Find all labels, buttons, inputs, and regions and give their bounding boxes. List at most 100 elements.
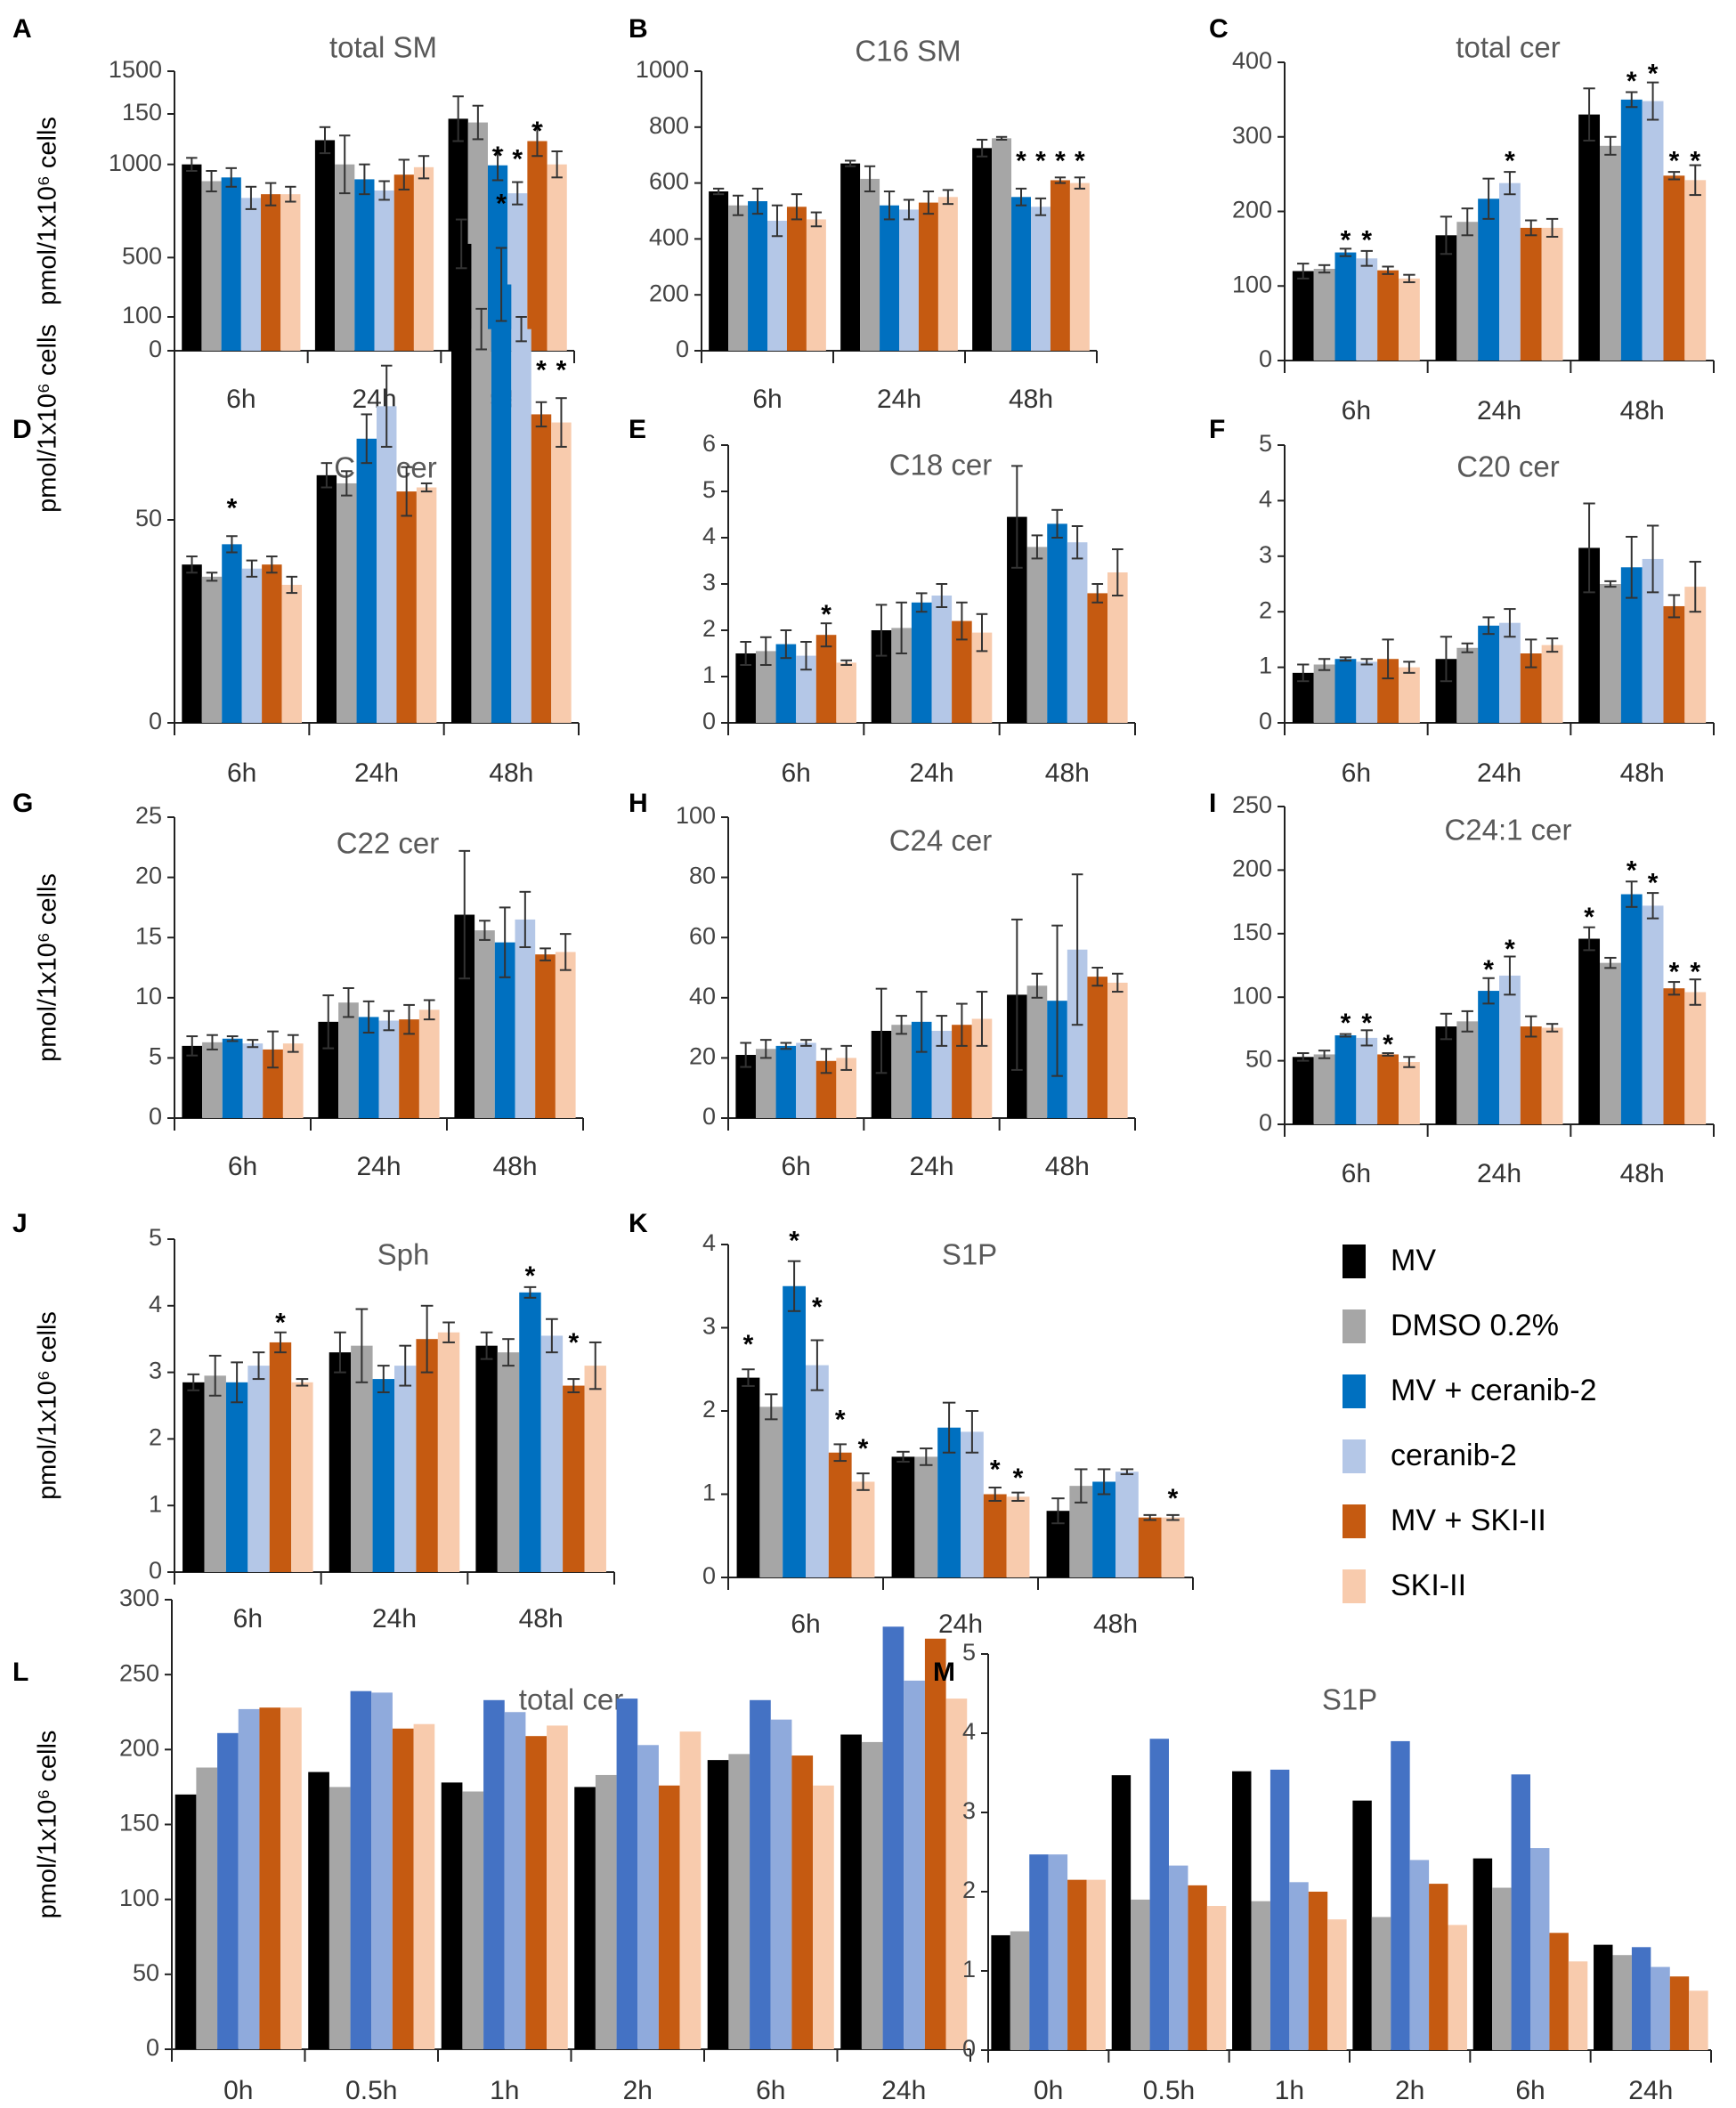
y-tick-label-k: 4: [702, 1229, 716, 1256]
y-tick-label-g: 20: [135, 863, 162, 889]
bar-d: [356, 438, 377, 723]
category-label-f: 6h: [1342, 758, 1371, 788]
bar-e: [911, 602, 932, 723]
bar-b: [937, 197, 958, 351]
category-label-m: 24h: [1628, 2076, 1673, 2105]
bar-c: [1642, 101, 1664, 361]
bar-m: [1232, 1771, 1252, 2050]
chart-title-l: total cer: [519, 1683, 623, 1716]
bar-l: [217, 1732, 239, 2049]
bar-l: [945, 1699, 968, 2049]
bar-e: [1026, 547, 1048, 723]
y-tick-label-c: 0: [1259, 345, 1272, 372]
bar-l: [483, 1699, 505, 2049]
bar-d: [262, 564, 282, 723]
y-axis-label-d: pmol/1x10⁶ cells: [34, 324, 62, 513]
bar-g: [358, 1017, 379, 1118]
bar-i: [1600, 962, 1621, 1124]
category-label-f: 24h: [1477, 758, 1521, 788]
bar-h: [735, 1055, 756, 1118]
bar-h: [775, 1045, 797, 1118]
bar-i: [1334, 1035, 1357, 1124]
y-tick-label-h: 80: [689, 863, 716, 889]
panel-letter-e: E: [629, 415, 646, 444]
y-tick-label-k: 0: [702, 1562, 716, 1589]
y-tick-label-j: 1: [149, 1490, 162, 1517]
bar-a: [280, 194, 301, 351]
panel-letter-j: J: [12, 1209, 28, 1238]
bar-a: [393, 174, 414, 351]
significance-star-i: *: [1341, 1009, 1351, 1038]
bar-b: [786, 207, 807, 351]
significance-star-i: *: [1505, 935, 1515, 964]
bar-l: [259, 1707, 281, 2049]
y-tick-label-m: 3: [962, 1797, 976, 1824]
bar-m: [1594, 1944, 1613, 2050]
bar-i: [1499, 975, 1521, 1124]
bar-e: [735, 653, 756, 723]
bar-j: [247, 1366, 270, 1572]
bar-a: [467, 122, 488, 352]
bar-b: [1050, 180, 1070, 351]
bar-a: [182, 164, 202, 351]
chart-title-e: C18 cer: [889, 449, 993, 482]
category-label-h: 48h: [1045, 1152, 1090, 1181]
bar-e: [952, 620, 972, 723]
panel-letter-a: A: [12, 14, 32, 44]
y-tick-label-b: 800: [649, 112, 689, 139]
y-tick-label-k: 3: [702, 1313, 716, 1340]
y-axis-label-g: pmol/1x10⁶ cells: [34, 873, 62, 1062]
bar-h: [796, 1042, 816, 1118]
chart-title-g: C22 cer: [337, 827, 440, 860]
bar-g: [338, 1002, 359, 1118]
bar-e: [1107, 572, 1128, 723]
bar-c: [1663, 175, 1685, 361]
bar-f: [1684, 587, 1707, 723]
y-tick-label-d: 100: [122, 302, 162, 328]
legend-item-ski: SKI-II: [1343, 1553, 1716, 1618]
bar-i: [1578, 938, 1601, 1124]
legend: MV DMSO 0.2% MV + ceranib-2 ceranib-2 MV…: [1343, 1228, 1716, 1618]
bar-b: [1011, 197, 1031, 351]
chart-title-j: Sph: [377, 1238, 430, 1271]
y-tick-label-h: 0: [702, 1103, 716, 1130]
category-label-d: 48h: [489, 758, 533, 788]
bar-l: [392, 1728, 414, 2049]
bar-l: [413, 1723, 435, 2049]
significance-star-d: *: [456, 181, 466, 210]
bar-l: [840, 1734, 862, 2049]
bar-m: [1429, 1884, 1448, 2050]
category-label-d: 24h: [354, 758, 399, 788]
bar-d: [281, 584, 303, 723]
category-label-m: 1h: [1275, 2076, 1304, 2105]
legend-swatch-mv-ceranib: [1343, 1374, 1366, 1408]
bar-e: [1067, 542, 1088, 723]
legend-label-mv-ski: MV + SKI-II: [1391, 1504, 1546, 1537]
bar-l: [441, 1782, 463, 2049]
category-label-j: 6h: [233, 1604, 263, 1634]
y-tick-label-c: 100: [1232, 271, 1272, 297]
y-tick-label-g: 15: [135, 922, 162, 949]
legend-item-ceranib: ceranib-2: [1343, 1423, 1716, 1488]
bar-i: [1435, 1026, 1457, 1124]
bar-j: [372, 1379, 394, 1572]
bar-e: [891, 628, 912, 723]
bar-d: [396, 491, 417, 723]
bar-b: [728, 205, 749, 351]
bar-f: [1377, 659, 1399, 723]
y-tick-label-l: 0: [146, 2034, 159, 2061]
bar-m: [1131, 1899, 1150, 2050]
bar-i: [1292, 1057, 1314, 1124]
bar-c: [1684, 180, 1707, 361]
bar-i: [1663, 988, 1685, 1124]
bar-b: [806, 219, 826, 351]
y-tick-label-l: 200: [119, 1734, 159, 1761]
bar-g: [555, 952, 576, 1118]
bar-l: [308, 1772, 329, 2049]
chart-title-m: S1P: [1322, 1683, 1377, 1716]
bar-h: [952, 1025, 972, 1118]
panel-letter-c: C: [1209, 14, 1229, 44]
bar-f: [1663, 605, 1685, 723]
category-label-i: 24h: [1477, 1159, 1521, 1188]
bar-c: [1456, 222, 1479, 361]
